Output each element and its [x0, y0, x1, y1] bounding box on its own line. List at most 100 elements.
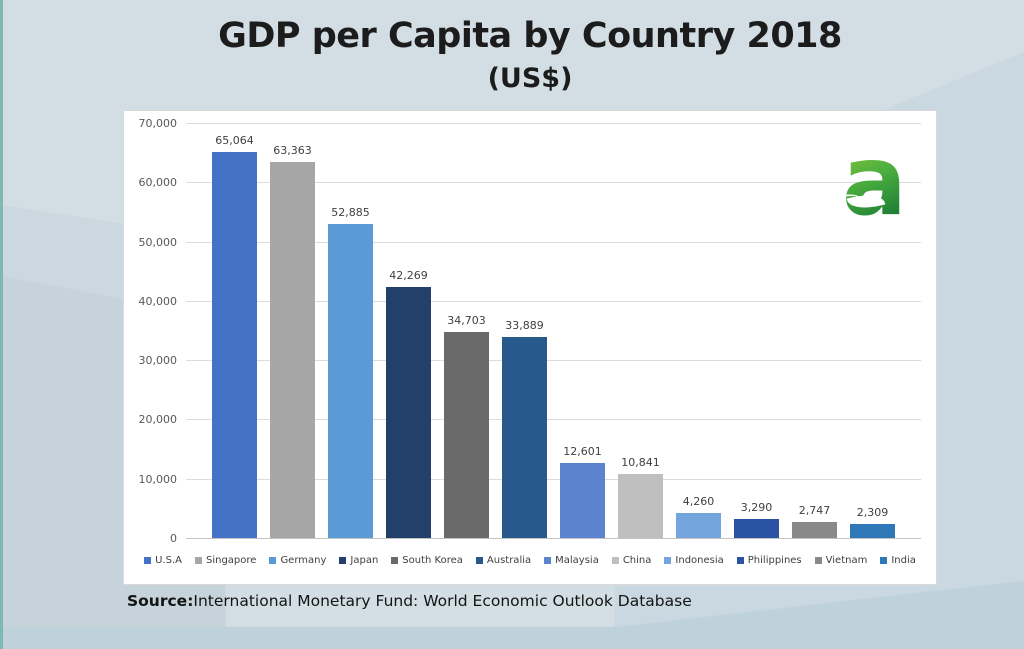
legend-item-singapore: Singapore: [194, 555, 257, 566]
legend-item-philippines: Philippines: [736, 555, 802, 566]
bar-value-label: 2,309: [856, 506, 889, 520]
legend-item-malaysia: Malaysia: [544, 555, 599, 566]
aseanup-logo: a: [825, 133, 918, 231]
page-title: GDP per Capita by Country 2018: [218, 16, 842, 56]
source-label: Source:: [127, 592, 194, 610]
legend-item-germany: Germany: [269, 555, 326, 566]
bar-slot-singapore: 63,363: [270, 123, 315, 538]
bar-slot-india: 2,309: [850, 123, 895, 538]
legend-swatch-icon: [269, 557, 277, 564]
legend-swatch-icon: [544, 557, 552, 564]
chart-panel: 70,000 60,000 50,000 40,000 30,000 20,000 10,0…: [123, 110, 937, 585]
legend-swatch-icon: [339, 557, 347, 564]
legend-item-indonesia: Indonesia: [664, 555, 724, 566]
bar-value-label: 12,601: [563, 445, 602, 459]
bar-slot-philippines: 3,290: [734, 123, 779, 538]
left-edge-accent-line: [0, 0, 3, 649]
legend-label: Australia: [486, 555, 532, 566]
bar: [792, 521, 837, 538]
gridline: [186, 300, 921, 302]
bar-slot-south-korea: 34,703: [444, 123, 489, 538]
bar: [444, 332, 489, 538]
legend-swatch-icon: [880, 557, 888, 564]
legend-label: Japan: [350, 555, 379, 566]
y-axis-tick-label: 30,000: [138, 354, 178, 368]
legend-label: Germany: [280, 555, 327, 566]
bar-slot-china: 10,841: [618, 123, 663, 538]
legend-label: Singapore: [205, 555, 257, 566]
legend: U.S.A Singapore Germany Japan South Korea Aus…: [124, 555, 936, 566]
bar-value-label: 3,290: [740, 500, 773, 514]
legend-swatch-icon: [194, 557, 202, 564]
legend-item-japan: Japan: [339, 555, 378, 566]
bar: [212, 152, 257, 538]
y-axis-tick-label: 50,000: [138, 235, 178, 249]
bar-value-label: 42,269: [389, 269, 428, 283]
bar-slot-australia: 33,889: [502, 123, 547, 538]
legend-swatch-icon: [814, 557, 822, 564]
bar-slot-malaysia: 12,601: [560, 123, 605, 538]
y-axis-tick-label: 70,000: [138, 117, 178, 130]
bar-slot-germany: 52,885: [328, 123, 373, 538]
page-subtitle: (US$): [487, 63, 573, 94]
y-axis-tick-label: 20,000: [138, 413, 178, 427]
legend-item-australia: Australia: [475, 555, 532, 566]
bar-value-label: 10,841: [621, 455, 660, 469]
bar-value-label: 52,885: [331, 206, 370, 220]
legend-item-south-korea: South Korea: [391, 555, 463, 566]
bar: [734, 518, 779, 538]
gridline: [186, 419, 921, 421]
legend-swatch-icon: [144, 557, 152, 564]
legend-swatch-icon: [736, 557, 744, 564]
legend-label: Vietnam: [825, 555, 868, 566]
bar-slot-indonesia: 4,260: [676, 123, 721, 538]
bar-slot-u-s-a: 65,064: [212, 123, 257, 538]
legend-item-u-s-a: U.S.A: [144, 555, 182, 566]
legend-label: Malaysia: [555, 555, 599, 566]
bar-value-label: 34,703: [447, 314, 486, 328]
gridline: [186, 478, 921, 480]
gridline: [186, 538, 921, 539]
legend-swatch-icon: [664, 557, 672, 564]
gridline: [186, 182, 921, 184]
bar-value-label: 4,260: [682, 494, 715, 508]
plot-area: 70,000 60,000 50,000 40,000 30,000 20,000 10,0…: [139, 117, 921, 545]
legend-swatch-icon: [475, 557, 483, 564]
bars-container: 65,064 63,363 52,885 42,269 34,703 33,889 12,6…: [186, 123, 921, 538]
legend-label: U.S.A: [155, 555, 182, 566]
gridline: [186, 123, 921, 124]
bar: [560, 463, 605, 538]
legend-label: India: [891, 555, 916, 566]
y-axis-tick-label: 10,000: [138, 472, 178, 486]
bar-slot-japan: 42,269: [386, 123, 431, 538]
bar-value-label: 63,363: [273, 144, 312, 158]
bar: [618, 473, 663, 538]
bar: [386, 287, 431, 538]
bar-value-label: 2,747: [798, 503, 831, 517]
legend-item-india: India: [880, 555, 916, 566]
legend-swatch-icon: [611, 557, 619, 564]
bar-value-label: 65,064: [215, 134, 254, 148]
bar: [502, 337, 547, 538]
legend-label: South Korea: [402, 555, 463, 566]
legend-item-vietnam: Vietnam: [814, 555, 868, 566]
bar-value-label: 33,889: [505, 319, 544, 333]
logo-letter: a: [842, 125, 907, 237]
legend-swatch-icon: [391, 557, 399, 564]
legend-label: Indonesia: [675, 555, 724, 566]
source-text: International Monetary Fund: World Econo…: [193, 592, 692, 610]
bar: [328, 224, 373, 538]
legend-label: China: [622, 555, 652, 566]
source-note: Source:International Monetary Fund: Worl…: [127, 592, 692, 610]
y-axis-tick-label: 60,000: [138, 176, 178, 190]
gridline: [186, 241, 921, 243]
bar: [850, 524, 895, 538]
bar: [676, 512, 721, 538]
gridline: [186, 360, 921, 362]
y-axis-tick-label: 40,000: [138, 294, 178, 308]
legend-label: Philippines: [747, 555, 802, 566]
y-axis-tick-label: 0: [170, 532, 177, 545]
legend-item-china: China: [611, 555, 652, 566]
bar: [270, 162, 315, 538]
